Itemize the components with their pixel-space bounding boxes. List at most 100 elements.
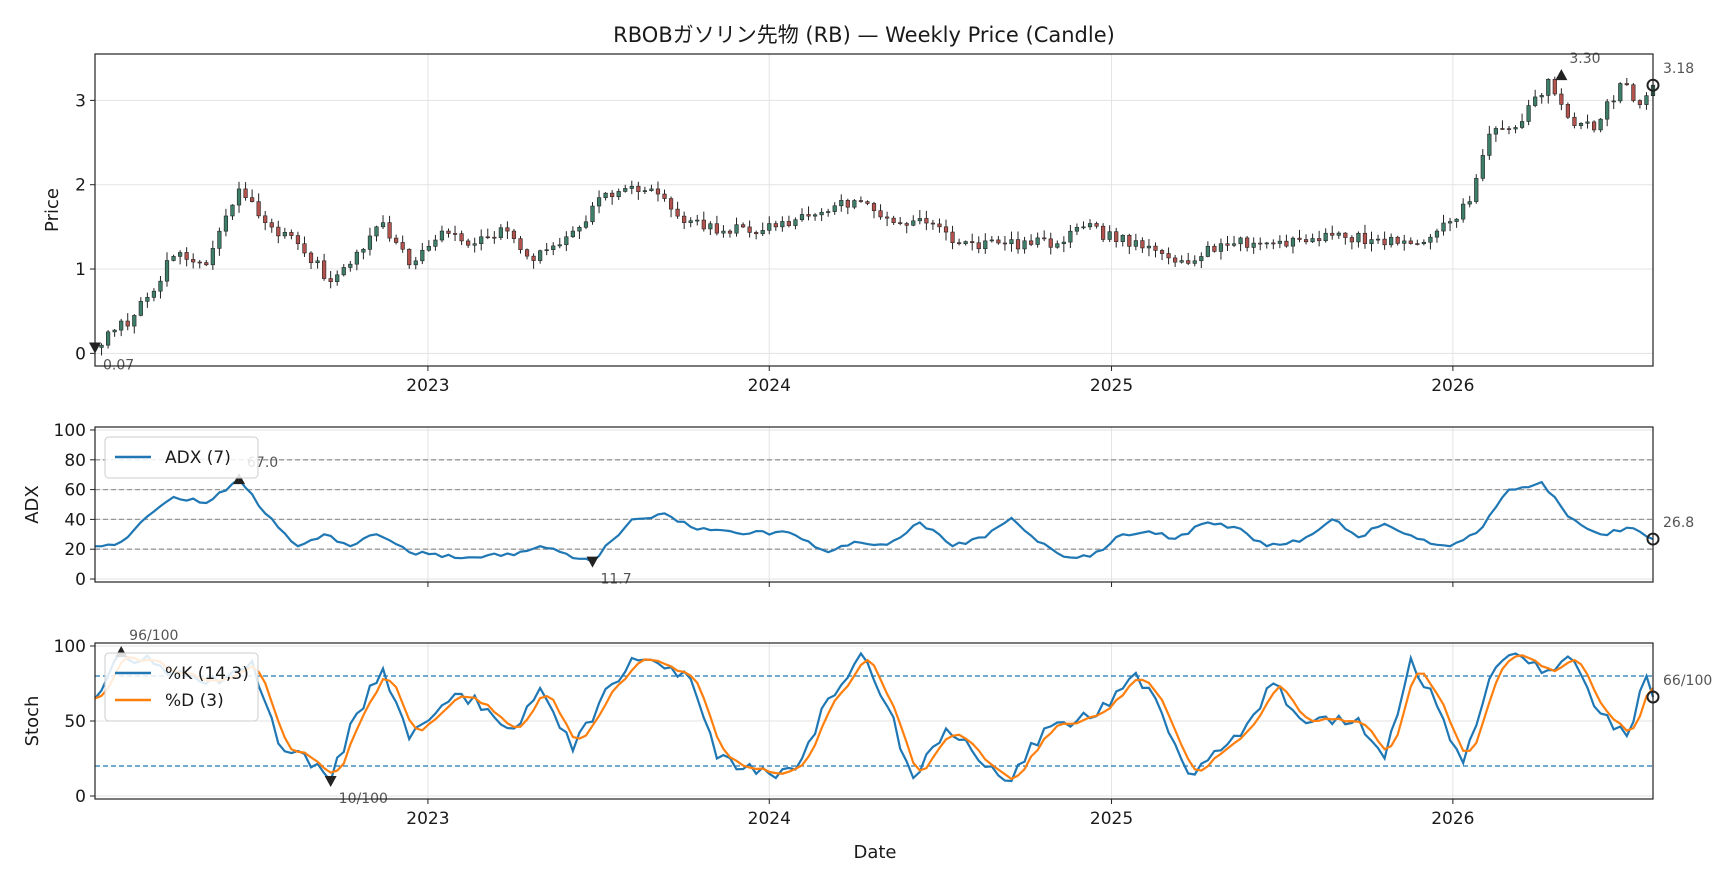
candle — [1009, 231, 1014, 252]
candle — [1389, 233, 1394, 248]
candle-body-up — [799, 214, 805, 221]
candle-body-down — [950, 231, 955, 243]
candle-body-down — [1591, 121, 1597, 131]
candle — [583, 215, 589, 230]
candle-body-up — [1323, 232, 1328, 242]
candle — [1310, 233, 1315, 243]
candle-body-down — [250, 197, 255, 202]
candle — [1199, 252, 1204, 269]
candle — [263, 210, 268, 231]
candle — [1061, 236, 1066, 253]
candle-body-up — [420, 249, 425, 262]
panel-frame — [94, 53, 1654, 367]
candle-body-up — [1218, 243, 1224, 252]
candle — [1500, 120, 1505, 130]
candle-body-up — [151, 290, 157, 298]
candle-body-up — [819, 211, 824, 216]
candle — [1205, 241, 1210, 258]
candle-body-up — [223, 215, 229, 232]
candle — [930, 219, 936, 230]
candle-body-up — [1179, 260, 1184, 263]
candle — [799, 208, 805, 222]
candle — [544, 242, 549, 256]
candle-body-up — [354, 251, 359, 265]
x-tick-label: 2023 — [406, 376, 449, 396]
candle — [682, 211, 687, 229]
candle-body-down — [1637, 100, 1643, 105]
candle — [740, 222, 746, 229]
candle-body-down — [1094, 223, 1099, 227]
y-tick-label: 50 — [64, 712, 86, 732]
candle — [289, 229, 294, 240]
candle-body-down — [904, 223, 909, 226]
candle-body-down — [1101, 225, 1106, 240]
candle — [125, 313, 130, 331]
annotation: 3.30 — [1555, 51, 1601, 81]
candle-body-up — [1402, 240, 1407, 244]
candle-body-up — [1389, 236, 1394, 246]
candle-body-down — [754, 232, 759, 235]
candle-body-down — [400, 242, 405, 250]
candle-body-down — [970, 241, 975, 244]
candle — [898, 216, 903, 226]
candle-body-up — [1035, 237, 1040, 245]
candle-body-up — [171, 256, 176, 261]
candle — [852, 199, 857, 210]
candle — [459, 230, 464, 246]
candle — [295, 231, 301, 250]
candle — [1474, 174, 1479, 204]
candle-body-up — [793, 219, 798, 226]
candle-body-up — [1546, 78, 1551, 96]
candle-body-up — [315, 260, 320, 263]
candle-body-up — [963, 241, 968, 245]
candle-body-up — [439, 230, 445, 241]
candle-body-down — [871, 203, 877, 212]
candle-body-down — [511, 230, 517, 239]
candle-body-down — [786, 221, 791, 226]
candle-body-down — [452, 233, 458, 235]
candle-body-down — [243, 188, 248, 198]
candle — [269, 218, 274, 233]
y-tick-label: 0 — [75, 570, 86, 590]
candle-body-up — [367, 235, 373, 250]
candle-body-down — [308, 252, 314, 263]
candle — [1055, 240, 1060, 249]
candle-body-up — [1434, 230, 1440, 238]
candle — [112, 329, 117, 337]
candle-body-down — [204, 262, 209, 266]
candle-body-down — [1506, 128, 1512, 130]
candle — [1526, 99, 1531, 126]
candle-body-up — [1585, 121, 1590, 124]
candle — [760, 222, 765, 236]
candle-body-up — [1133, 240, 1138, 247]
y-tick-label: 60 — [64, 481, 86, 501]
candle — [328, 271, 333, 289]
y-axis-label: Price — [42, 188, 63, 232]
candle-body-up — [826, 211, 831, 213]
candle — [1238, 236, 1243, 252]
candle — [1585, 114, 1590, 129]
candle-body-up — [721, 230, 726, 234]
candle — [1611, 95, 1616, 110]
candle — [780, 216, 785, 232]
candle — [1323, 228, 1328, 243]
candle — [1179, 255, 1184, 264]
candle-body-up — [335, 274, 340, 282]
panel-frame — [94, 426, 1654, 583]
candle — [1035, 232, 1040, 248]
candle — [341, 264, 346, 277]
candle-body-down — [1153, 245, 1158, 251]
candle — [675, 201, 680, 219]
candle-body-up — [1061, 241, 1066, 245]
candle-body-up — [1192, 260, 1197, 264]
y-tick-label: 0 — [75, 344, 86, 364]
candle-body-up — [1611, 100, 1616, 103]
candle-body-down — [1624, 83, 1629, 86]
candle-body-up — [1513, 127, 1518, 130]
candle — [1487, 125, 1492, 160]
candle — [119, 318, 124, 337]
candle-body-up — [164, 260, 170, 282]
candle — [1428, 234, 1433, 250]
candle-body-down — [269, 222, 274, 228]
candle-body-down — [295, 235, 301, 245]
